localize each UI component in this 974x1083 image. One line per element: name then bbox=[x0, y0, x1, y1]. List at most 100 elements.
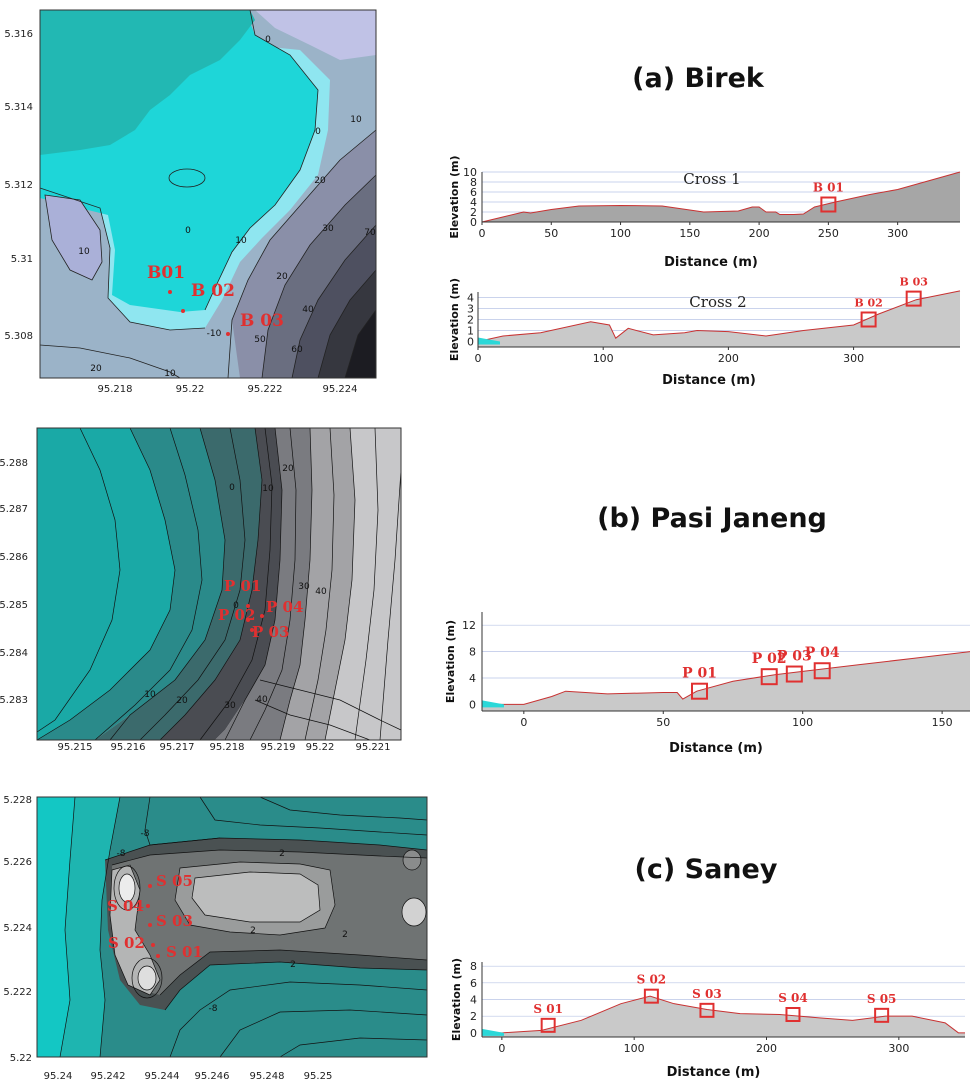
sample-marker-label: P 04 bbox=[805, 645, 840, 661]
x-tick-label: 95.25 bbox=[304, 1071, 333, 1082]
x-axis-label: Distance (m) bbox=[669, 741, 763, 756]
y-tick-label: 0 bbox=[467, 336, 474, 349]
y-tick-label: 4 bbox=[467, 292, 474, 305]
y-tick-label: 5.316 bbox=[4, 29, 33, 40]
sample-point-dot bbox=[156, 954, 160, 958]
contour-label: 40 bbox=[302, 305, 314, 315]
contour-label: 0 bbox=[185, 226, 191, 236]
contour-label: 70 bbox=[364, 228, 376, 238]
y-tick-label: 5.288 bbox=[0, 458, 28, 469]
sample-marker bbox=[813, 662, 831, 680]
y-tick-label: 4 bbox=[469, 672, 476, 685]
contour-label: 20 bbox=[314, 176, 326, 186]
birek-map-points: B01 B 02B 03 bbox=[147, 263, 284, 336]
contour-label: 40 bbox=[256, 695, 268, 705]
y-tick-label: 5.228 bbox=[3, 795, 32, 806]
y-tick-label: 0 bbox=[470, 1027, 477, 1040]
contour-label: 60 bbox=[291, 345, 303, 355]
x-tick-label: 0 bbox=[479, 227, 486, 240]
sample-point-label: B01 bbox=[147, 263, 185, 283]
sample-point-dot bbox=[226, 332, 230, 336]
sample-marker bbox=[874, 1007, 890, 1023]
birek-map bbox=[39, 9, 377, 379]
water-wedge bbox=[478, 337, 500, 345]
y-tick-label: 2 bbox=[467, 314, 474, 327]
sample-point-label: P 02 bbox=[218, 606, 255, 624]
y-axis-label: Elevation (m) bbox=[444, 620, 457, 703]
sample-marker bbox=[820, 196, 837, 213]
x-tick-label: 100 bbox=[792, 716, 813, 729]
x-axis-label: Distance (m) bbox=[662, 373, 756, 388]
sample-marker-label: P 01 bbox=[682, 666, 717, 682]
y-tick-label: 5.308 bbox=[4, 331, 33, 342]
y-tick-label: 3 bbox=[467, 303, 474, 316]
sample-point-label: P 01 bbox=[224, 577, 261, 595]
pasi-map-ticks: 95.215 95.216 95.217 95.218 95.219 95.22 95.22… bbox=[0, 458, 391, 753]
x-tick-label: 95.242 bbox=[91, 1071, 126, 1082]
x-tick-label: 200 bbox=[718, 352, 739, 365]
profile-line bbox=[482, 651, 971, 705]
x-tick-label: 150 bbox=[679, 227, 700, 240]
profile-area bbox=[478, 290, 960, 347]
pasi-map-points: P 01 P 02P 03 P 04 bbox=[218, 577, 303, 641]
sample-marker bbox=[691, 682, 709, 700]
sample-point-label: S 05 bbox=[156, 872, 193, 890]
saney-map-ticks: 95.24 95.242 95.244 95.246 95.248 95.25 5.228 5… bbox=[3, 795, 332, 1082]
sample-marker bbox=[540, 1017, 556, 1033]
birek-map-contour-labels: 0 0 0 10 10 10 20 20 30 40 50 60 70 -10 20 10 bbox=[78, 35, 376, 379]
saney-map bbox=[36, 796, 428, 1058]
contour-label: -10 bbox=[207, 329, 222, 339]
sample-point-dot bbox=[181, 309, 185, 313]
y-tick-label: 5.226 bbox=[3, 857, 32, 868]
contour-label: 10 bbox=[164, 369, 176, 379]
x-tick-label: 200 bbox=[749, 227, 770, 240]
contour-label: 20 bbox=[282, 464, 294, 474]
sample-marker-label: S 01 bbox=[533, 1002, 563, 1016]
y-tick-label: 5.286 bbox=[0, 552, 28, 563]
x-tick-label: 300 bbox=[887, 227, 908, 240]
sample-marker bbox=[905, 290, 922, 307]
x-tick-label: 0 bbox=[498, 1042, 505, 1055]
y-axis-label: Elevation (m) bbox=[450, 958, 463, 1041]
x-tick-label: 50 bbox=[544, 227, 558, 240]
profile-line bbox=[482, 995, 965, 1034]
sample-marker bbox=[643, 988, 659, 1004]
x-tick-label: 100 bbox=[593, 352, 614, 365]
x-tick-label: 300 bbox=[888, 1042, 909, 1055]
birek-map-ticks: 95.218 95.22 95.222 95.224 5.316 5.314 5.312 5.… bbox=[4, 29, 357, 395]
x-tick-label: 95.218 bbox=[98, 384, 133, 395]
contour-label: 30 bbox=[322, 224, 334, 234]
contour-label: 10 bbox=[235, 236, 247, 246]
water-wedge bbox=[482, 700, 504, 708]
y-tick-label: 5.287 bbox=[0, 504, 28, 515]
sample-marker bbox=[699, 1002, 715, 1018]
x-tick-label: 95.224 bbox=[323, 384, 358, 395]
x-tick-label: 100 bbox=[610, 227, 631, 240]
x-tick-label: 95.222 bbox=[248, 384, 283, 395]
sample-point-dot bbox=[250, 628, 254, 632]
section-title-b: (b) Pasi Janeng bbox=[597, 503, 827, 534]
y-tick-label: 1 bbox=[467, 325, 474, 338]
contour-label: 30 bbox=[224, 701, 236, 711]
contour-label: 0 bbox=[233, 601, 239, 611]
x-axis-label: Distance (m) bbox=[667, 1065, 761, 1080]
x-tick-label: 300 bbox=[843, 352, 864, 365]
sample-marker-label: B 02 bbox=[854, 297, 882, 310]
y-axis-label: Elevation (m) bbox=[448, 155, 461, 238]
sample-marker bbox=[760, 668, 778, 686]
sample-marker-label: S 02 bbox=[637, 973, 667, 987]
y-tick-label: 5.283 bbox=[0, 695, 28, 706]
sample-marker bbox=[785, 665, 803, 683]
sample-marker-label: P 03 bbox=[777, 649, 812, 665]
contour-label: 50 bbox=[254, 335, 266, 345]
sample-point-label: S 01 bbox=[166, 943, 203, 961]
contour-label: 2 bbox=[279, 849, 285, 859]
contour-label: 40 bbox=[315, 587, 327, 597]
contour-label: 10 bbox=[78, 247, 90, 257]
x-tick-label: 95.216 bbox=[111, 742, 146, 753]
sample-point-label: P 04 bbox=[266, 598, 303, 616]
x-tick-label: 0 bbox=[475, 352, 482, 365]
pasi-map-contour-labels: 0 0 10 20 30 40 10 20 30 40 bbox=[144, 464, 327, 711]
